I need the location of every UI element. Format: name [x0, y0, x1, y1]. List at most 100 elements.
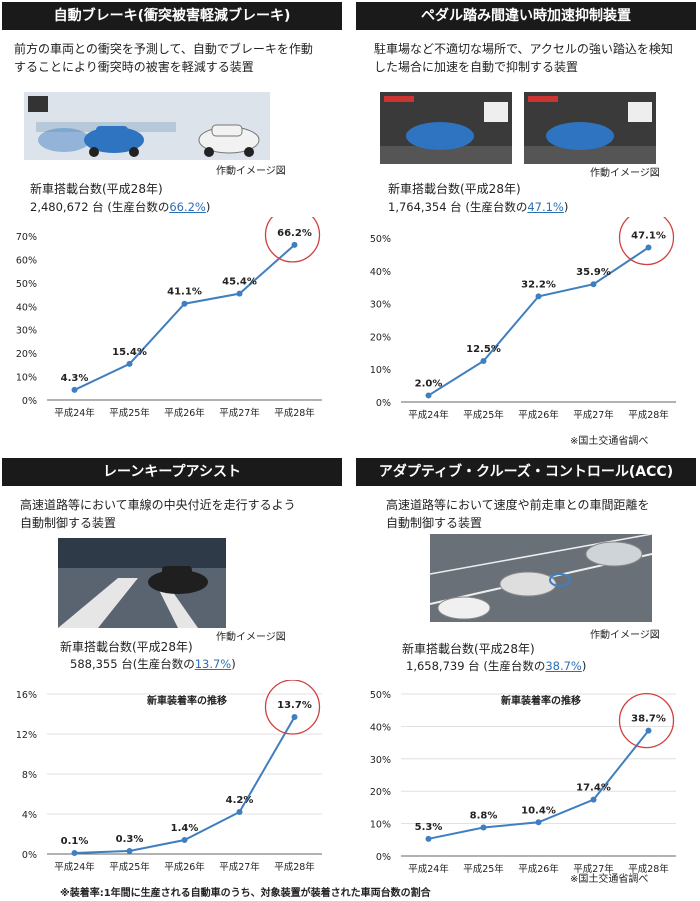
y-tick-label: 0% — [376, 852, 391, 863]
units-label: 新車搭載台数(平成28年) — [402, 642, 535, 656]
panel-title: レーンキープアシスト — [2, 458, 342, 486]
data-point — [480, 824, 487, 831]
data-point — [645, 244, 652, 251]
data-label: 5.3% — [415, 822, 443, 833]
panel-acc: アダプティブ・クルーズ・コントロール(ACC) 高速道路等において速度や前走車と… — [356, 458, 696, 885]
y-tick-label: 40% — [370, 267, 391, 278]
x-tick-label: 平成27年 — [573, 863, 614, 875]
footnote: ※装着率:1年間に生産される自動車のうち、対象装置が装着された車両台数の割合 — [60, 888, 431, 899]
chart-title: 新車装着率の推移 — [147, 694, 227, 707]
data-label: 0.3% — [116, 834, 144, 845]
data-label: 12.5% — [466, 344, 501, 355]
data-point — [126, 848, 133, 854]
panel-title: 自動ブレーキ(衝突被害軽減ブレーキ) — [2, 2, 342, 30]
data-point — [181, 837, 188, 843]
series-line — [427, 246, 650, 397]
x-tick-label: 平成28年 — [274, 861, 315, 873]
adoption-line-chart: 0% 10% 20% 30% 40% 50% 60% 70% 平成24年 平成25年 平成26年 平成… — [16, 217, 322, 419]
data-point — [590, 281, 597, 288]
data-point — [535, 819, 542, 826]
y-tick-label: 16% — [16, 690, 37, 701]
y-tick-label: 70% — [16, 232, 37, 243]
data-label: 41.1% — [167, 287, 202, 298]
data-point — [425, 835, 432, 842]
data-label: 66.2% — [277, 228, 312, 239]
data-label: 38.7% — [631, 714, 666, 725]
x-tick-label: 平成27年 — [219, 861, 260, 873]
data-label: 15.4% — [112, 347, 147, 358]
y-tick-label: 10% — [16, 373, 37, 384]
data-point — [645, 727, 652, 734]
data-point — [425, 392, 432, 399]
y-tick-label: 50% — [16, 279, 37, 290]
units-label: 新車搭載台数(平成28年) — [388, 182, 521, 196]
x-tick-label: 平成24年 — [54, 407, 95, 419]
data-point — [590, 796, 597, 803]
panel-description: 駐車場など不適切な場所で、アクセルの強い踏込を検知 した場合に加速を自動で抑制す… — [374, 42, 673, 74]
data-label: 47.1% — [631, 231, 666, 242]
car-illustration-icon — [430, 534, 652, 622]
x-tick-label: 平成27年 — [219, 407, 260, 419]
data-point — [236, 290, 243, 297]
y-tick-label: 4% — [22, 810, 37, 821]
x-tick-label: 平成25年 — [463, 863, 504, 875]
y-tick-label: 50% — [370, 690, 391, 701]
y-tick-label: 60% — [16, 255, 37, 266]
data-point — [181, 300, 188, 307]
panel-description: 前方の車両との衝突を予測して、自動でブレーキを作動 することにより衝突時の被害を… — [14, 42, 313, 74]
data-label: 1.4% — [171, 823, 199, 834]
panel-description: 高速道路等において速度や前走車との車間距離を 自動制御する装置 — [386, 498, 650, 530]
pedal-illustration — [380, 92, 656, 164]
car-illustration-icon — [24, 92, 270, 160]
highlight-circle — [264, 217, 321, 263]
panel-pedal: ペダル踏み間違い時加速抑制装置 駐車場など不適切な場所で、アクセルの強い踏込を検… — [356, 2, 696, 447]
x-tick-label: 平成26年 — [518, 863, 559, 875]
x-tick-label: 平成25年 — [463, 409, 504, 421]
data-label: 8.8% — [470, 810, 498, 821]
car-illustration-icon — [380, 92, 656, 164]
panel-title: ペダル踏み間違い時加速抑制装置 — [356, 2, 696, 30]
y-tick-label: 8% — [22, 770, 37, 781]
data-label: 4.3% — [61, 373, 89, 384]
data-point — [291, 714, 298, 720]
x-tick-label: 平成28年 — [628, 863, 669, 875]
data-point — [535, 293, 542, 300]
illustration-caption: 作動イメージ図 — [590, 630, 660, 641]
highlight-circle — [618, 692, 675, 749]
data-label: 4.2% — [226, 795, 254, 806]
y-tick-label: 10% — [370, 820, 391, 831]
illustration-caption: 作動イメージ図 — [216, 632, 286, 643]
data-label: 2.0% — [415, 378, 443, 389]
y-tick-label: 30% — [370, 300, 391, 311]
adoption-line-chart: 0% 10% 20% 30% 40% 50% 平成24年 平成25年 平成26年 平成27年 平成2… — [370, 217, 676, 421]
data-label: 0.1% — [61, 836, 89, 847]
units-value: 1,658,739 台 (生産台数の38.7%) — [406, 659, 587, 673]
highlight-circle — [264, 680, 321, 735]
y-tick-label: 20% — [370, 332, 391, 343]
data-label: 32.2% — [521, 279, 556, 290]
units-value: 2,480,672 台 (生産台数の66.2%) — [30, 200, 211, 214]
data-point — [126, 360, 133, 367]
x-tick-label: 平成28年 — [274, 407, 315, 419]
acc-illustration — [430, 534, 652, 622]
panel-lka: レーンキープアシスト 高速道路等において車線の中央付近を走行するよう 自動制御す… — [2, 458, 342, 883]
y-tick-label: 20% — [370, 787, 391, 798]
lka-illustration — [58, 538, 226, 628]
data-label: 13.7% — [277, 700, 312, 711]
source-note: ※国土交通省調べ — [570, 874, 649, 885]
x-tick-label: 平成24年 — [54, 861, 95, 873]
x-tick-label: 平成25年 — [109, 407, 150, 419]
data-label: 17.4% — [576, 783, 611, 794]
x-tick-label: 平成27年 — [573, 409, 614, 421]
units-value: 1,764,354 台 (生産台数の47.1%) — [388, 200, 569, 214]
x-tick-label: 平成26年 — [164, 861, 205, 873]
data-point — [480, 358, 487, 364]
brake-illustration — [24, 92, 270, 160]
x-tick-label: 平成24年 — [408, 863, 449, 875]
x-tick-label: 平成26年 — [164, 407, 205, 419]
units-label: 新車搭載台数(平成28年) — [30, 182, 163, 196]
x-tick-label: 平成24年 — [408, 409, 449, 421]
x-tick-label: 平成26年 — [518, 409, 559, 421]
